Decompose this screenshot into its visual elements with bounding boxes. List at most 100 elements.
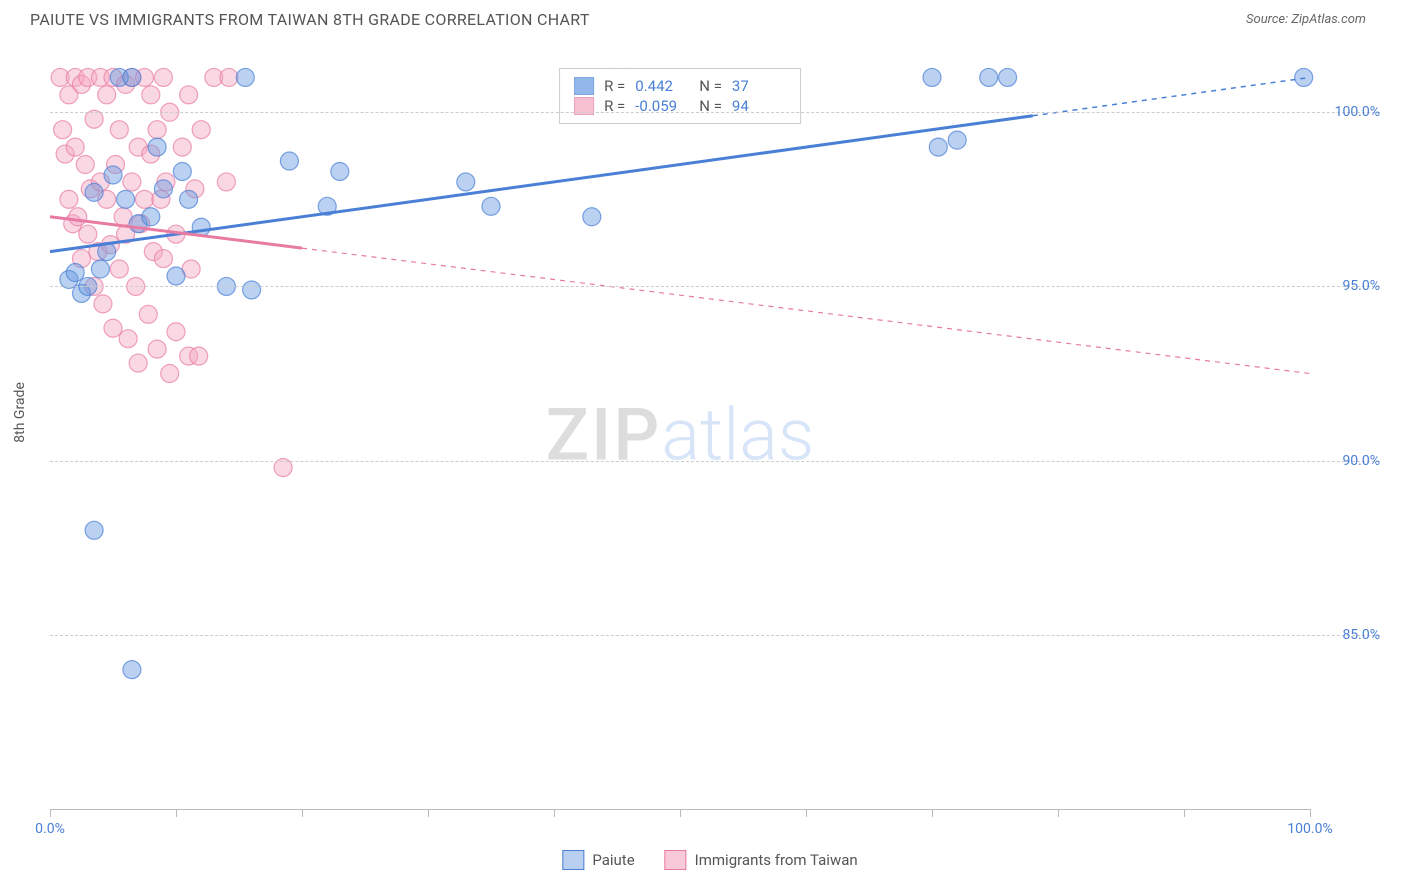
- scatter-point: [482, 197, 500, 215]
- x-tick: [428, 809, 429, 817]
- x-tick: [302, 809, 303, 817]
- correlation-stats-box: R =0.442N =37R =-0.059N =94: [559, 68, 801, 124]
- scatter-point: [79, 225, 97, 243]
- legend-swatch: [562, 850, 584, 870]
- scatter-point: [1295, 68, 1313, 86]
- stats-swatch: [574, 77, 594, 95]
- scatter-point: [91, 260, 109, 278]
- scatter-point: [110, 260, 128, 278]
- n-label: N =: [699, 77, 722, 95]
- scatter-point: [142, 86, 160, 104]
- x-tick: [806, 809, 807, 817]
- chart-title: PAIUTE VS IMMIGRANTS FROM TAIWAN 8TH GRA…: [30, 10, 590, 29]
- y-tick-label: 90.0%: [1320, 453, 1380, 469]
- scatter-point: [929, 138, 947, 156]
- scatter-point: [236, 68, 254, 86]
- trend-line-dashed: [1033, 77, 1310, 115]
- scatter-point: [117, 190, 135, 208]
- title-bar: PAIUTE VS IMMIGRANTS FROM TAIWAN 8TH GRA…: [0, 0, 1406, 39]
- x-tick: [1184, 809, 1185, 817]
- scatter-point: [123, 173, 141, 191]
- x-tick: [680, 809, 681, 817]
- x-tick: [554, 809, 555, 817]
- scatter-point: [54, 121, 72, 139]
- scatter-point: [154, 68, 172, 86]
- y-tick-label: 85.0%: [1320, 627, 1380, 643]
- scatter-point: [148, 138, 166, 156]
- scatter-point: [94, 295, 112, 313]
- scatter-point: [173, 162, 191, 180]
- scatter-point: [999, 68, 1017, 86]
- scatter-point: [76, 156, 94, 174]
- scatter-point: [192, 121, 210, 139]
- r-value: 0.442: [635, 77, 689, 95]
- scatter-point: [923, 68, 941, 86]
- scatter-point: [123, 68, 141, 86]
- grid-line: [50, 635, 1380, 636]
- chart-container: 8th Grade ZIPatlas R =0.442N =37R =-0.05…: [30, 50, 1390, 880]
- x-tick: [1310, 809, 1311, 817]
- scatter-point: [136, 190, 154, 208]
- scatter-point: [243, 281, 261, 299]
- plot-svg: [50, 60, 1310, 809]
- scatter-point: [173, 138, 191, 156]
- stats-row: R = 0.442 N = 37: [574, 77, 786, 95]
- scatter-point: [129, 354, 147, 372]
- scatter-point: [948, 131, 966, 149]
- scatter-point: [161, 365, 179, 383]
- trend-line-dashed: [302, 248, 1310, 373]
- grid-line: [50, 286, 1380, 287]
- scatter-point: [154, 250, 172, 268]
- scatter-point: [104, 166, 122, 184]
- scatter-point: [148, 340, 166, 358]
- scatter-point: [154, 180, 172, 198]
- scatter-point: [85, 521, 103, 539]
- scatter-point: [167, 323, 185, 341]
- scatter-point: [280, 152, 298, 170]
- legend-item: Paiute: [562, 850, 634, 870]
- scatter-point: [60, 190, 78, 208]
- scatter-point: [85, 183, 103, 201]
- scatter-point: [583, 208, 601, 226]
- grid-line: [50, 461, 1380, 462]
- scatter-point: [142, 208, 160, 226]
- scatter-point: [980, 68, 998, 86]
- scatter-point: [119, 330, 137, 348]
- plot-area: ZIPatlas R =0.442N =37R =-0.059N =94 85.…: [50, 60, 1310, 810]
- legend: Paiute Immigrants from Taiwan: [562, 850, 857, 870]
- x-tick: [1058, 809, 1059, 817]
- x-tick-label: 100.0%: [1287, 821, 1332, 837]
- scatter-point: [331, 162, 349, 180]
- x-tick: [176, 809, 177, 817]
- scatter-point: [148, 121, 166, 139]
- scatter-point: [180, 86, 198, 104]
- scatter-point: [69, 208, 87, 226]
- scatter-point: [457, 173, 475, 191]
- scatter-point: [98, 86, 116, 104]
- scatter-point: [66, 138, 84, 156]
- x-tick-label: 0.0%: [35, 821, 65, 837]
- scatter-point: [217, 173, 235, 191]
- r-label: R =: [604, 77, 625, 95]
- y-axis-label: 8th Grade: [12, 382, 28, 443]
- scatter-point: [66, 264, 84, 282]
- y-tick-label: 100.0%: [1320, 104, 1380, 120]
- n-value: 37: [732, 77, 786, 95]
- scatter-point: [180, 190, 198, 208]
- x-tick: [932, 809, 933, 817]
- scatter-point: [167, 267, 185, 285]
- scatter-point: [139, 305, 157, 323]
- source-attribution: Source: ZipAtlas.com: [1246, 12, 1366, 27]
- legend-swatch: [665, 850, 687, 870]
- scatter-point: [190, 347, 208, 365]
- legend-label: Paiute: [592, 851, 634, 869]
- legend-label: Immigrants from Taiwan: [695, 851, 858, 869]
- scatter-point: [104, 319, 122, 337]
- scatter-point: [220, 68, 238, 86]
- scatter-point: [110, 121, 128, 139]
- x-tick: [50, 809, 51, 817]
- y-tick-label: 95.0%: [1320, 278, 1380, 294]
- legend-item: Immigrants from Taiwan: [665, 850, 858, 870]
- grid-line: [50, 112, 1380, 113]
- scatter-point: [123, 661, 141, 679]
